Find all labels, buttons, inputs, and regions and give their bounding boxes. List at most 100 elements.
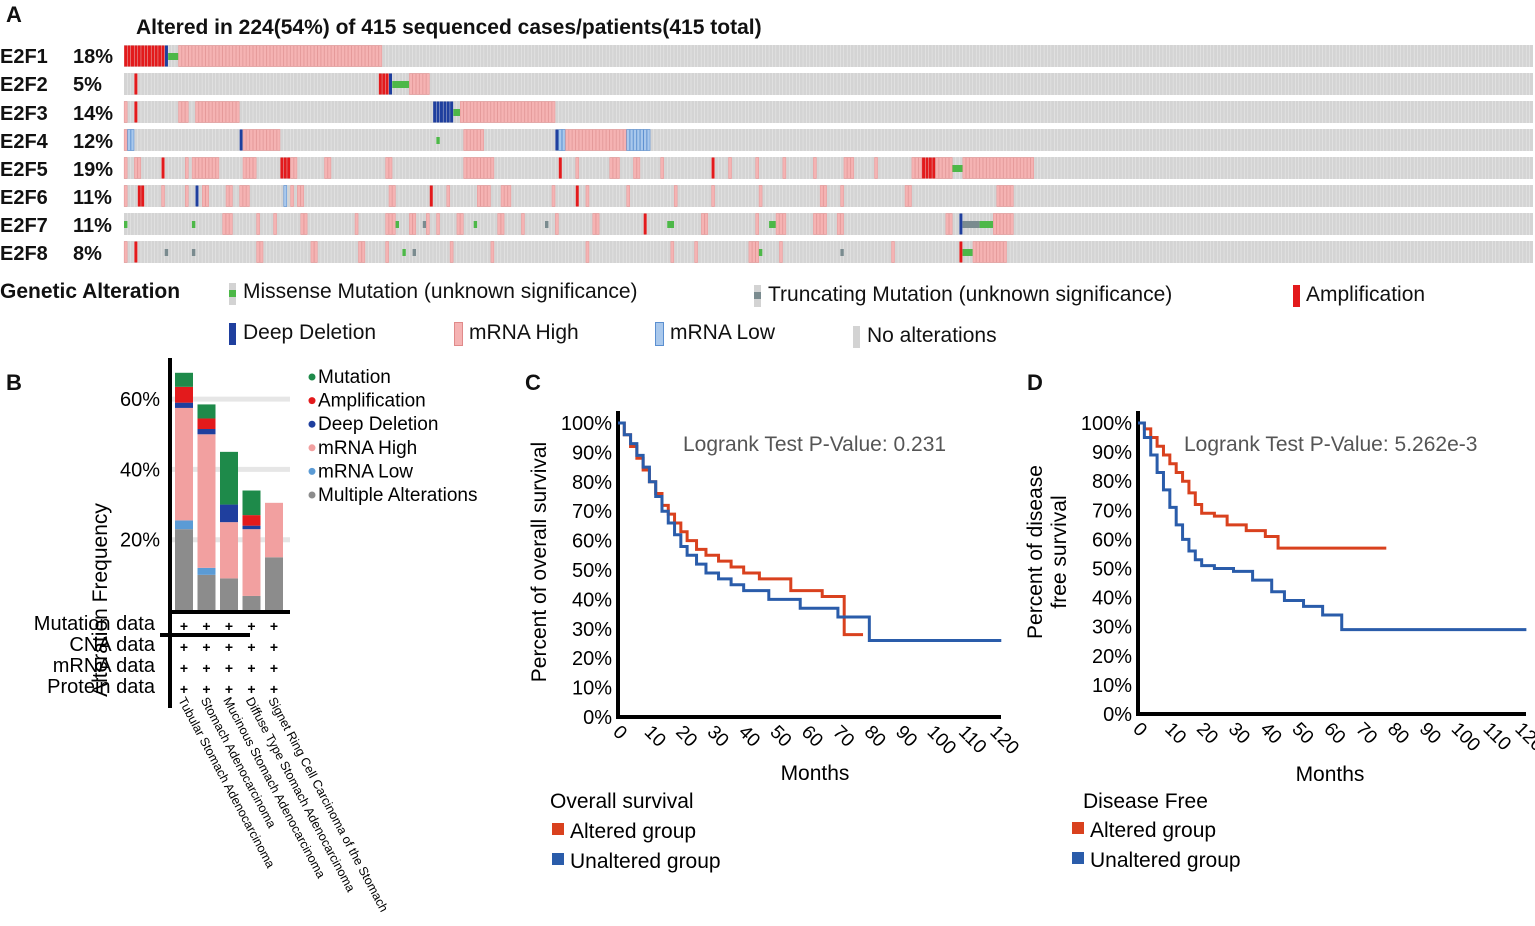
oncoprint-alteration-cells bbox=[626, 185, 630, 207]
chart-b-bar-segment bbox=[197, 429, 216, 435]
oncoprint-alteration-cells bbox=[242, 157, 257, 179]
oncoprint-alteration-cell bbox=[449, 241, 454, 263]
chart-b-data-row-mark: + bbox=[180, 618, 188, 634]
chart-d-legend-unaltered: Unaltered group bbox=[1090, 849, 1241, 872]
oncoprint-alteration-cell bbox=[755, 241, 759, 263]
oncoprint-alteration-cell bbox=[347, 45, 352, 67]
oncoprint-alteration-cell bbox=[948, 213, 953, 235]
oncoprint-alteration-cell bbox=[636, 129, 641, 151]
oncoprint-alteration-cell bbox=[595, 129, 600, 151]
chart-b-legend-label: mRNA High bbox=[318, 438, 417, 459]
oncoprint-mutation-cell bbox=[392, 81, 410, 88]
chart-b-legend-dot bbox=[308, 373, 316, 381]
oncoprint-alteration-cell bbox=[324, 157, 328, 179]
oncoprint-alteration-cell bbox=[144, 45, 148, 67]
oncoprint-alteration-cells bbox=[123, 185, 128, 207]
oncoprint-column-grid bbox=[127, 129, 1530, 151]
oncoprint-column-grid bbox=[127, 101, 1530, 123]
oncoprint-alteration-cell bbox=[392, 185, 396, 207]
oncoprint-alteration-cell bbox=[198, 45, 203, 67]
oncoprint-alteration-cells bbox=[813, 157, 817, 179]
oncoprint-alteration-cell bbox=[249, 129, 254, 151]
oncoprint-alteration-cells bbox=[904, 185, 912, 207]
oncoprint-alteration-cell bbox=[436, 213, 440, 235]
oncoprint-alteration-cell bbox=[229, 45, 233, 67]
oncoprint-alteration-cell bbox=[409, 73, 413, 95]
oncoprint-alteration-cell bbox=[976, 241, 980, 263]
oncoprint-alteration-cell bbox=[701, 213, 705, 235]
oncoprint-alteration-cell bbox=[911, 157, 916, 179]
oncoprint-alteration-cells bbox=[575, 185, 579, 207]
oncoprint-mutation-cell bbox=[395, 221, 400, 228]
oncoprint-alteration-cell bbox=[300, 213, 305, 235]
oncoprint-alteration-cell bbox=[704, 213, 709, 235]
oncoprint-alteration-cell bbox=[551, 101, 556, 123]
oncoprint-alteration-cell bbox=[290, 45, 294, 67]
oncoprint-alteration-cell bbox=[959, 241, 963, 263]
oncoprint-alteration-cell bbox=[775, 213, 780, 235]
oncoprint-alteration-cells bbox=[555, 213, 559, 235]
oncoprint-alteration-cell bbox=[480, 101, 484, 123]
oncoprint-alteration-cell bbox=[225, 101, 230, 123]
oncoprint-alteration-cells bbox=[134, 101, 138, 123]
oncoprint-mutation-cell bbox=[545, 221, 549, 228]
oncoprint-alteration-cell bbox=[246, 185, 250, 207]
oncoprint-alteration-cell bbox=[989, 241, 994, 263]
oncoprint-alteration-cell bbox=[999, 185, 1004, 207]
oncoprint-alteration-cells bbox=[137, 185, 145, 207]
panel-letter-a: A bbox=[6, 2, 22, 27]
oncoprint-alteration-cell bbox=[252, 129, 257, 151]
oncoprint-alteration-cells bbox=[673, 185, 678, 207]
oncoprint-alteration-cell bbox=[287, 157, 291, 179]
chart-d-ytick-label: 60% bbox=[1092, 529, 1132, 551]
oncoprint-alteration-cell bbox=[932, 157, 936, 179]
oncoprint-alteration-cells bbox=[592, 213, 600, 235]
gene-pct-e2f8: 8% bbox=[73, 243, 102, 265]
oncoprint-alteration-cells bbox=[195, 101, 240, 123]
chart-b-bar-segment bbox=[197, 418, 216, 430]
oncoprint-alteration-cell bbox=[572, 129, 576, 151]
oncoprint-alteration-cells bbox=[178, 45, 383, 67]
oncoprint-alteration-cells bbox=[490, 241, 495, 263]
oncoprint-alteration-cells bbox=[670, 241, 675, 263]
chart-d-ytick-label: 70% bbox=[1092, 500, 1132, 522]
oncoprint-alteration-cells bbox=[626, 129, 651, 151]
oncoprint-alteration-cell bbox=[222, 213, 226, 235]
oncoprint-alteration-cell bbox=[517, 101, 522, 123]
oncoprint-alteration-cell bbox=[290, 185, 294, 207]
oncoprint-alteration-cell bbox=[548, 101, 552, 123]
oncoprint-alteration-cells bbox=[476, 185, 491, 207]
oncoprint-alteration-cells bbox=[460, 101, 556, 123]
oncoprint-alteration-cell bbox=[293, 45, 298, 67]
oncoprint-alteration-cell bbox=[123, 101, 128, 123]
oncoprint-alteration-cell bbox=[263, 45, 267, 67]
oncoprint-alteration-cell bbox=[979, 157, 984, 179]
oncoprint-alteration-cell bbox=[823, 213, 827, 235]
oncoprint-alteration-cell bbox=[188, 45, 193, 67]
oncoprint-alteration-cell bbox=[368, 45, 372, 67]
oncoprint-alteration-cell bbox=[276, 45, 281, 67]
oncoprint-alteration-cell bbox=[134, 241, 138, 263]
oncoprint-alteration-cell bbox=[1010, 213, 1014, 235]
oncoprint-alteration-cell bbox=[575, 185, 579, 207]
oncoprint-alteration-cell bbox=[544, 101, 549, 123]
gene-pct-e2f1: 18% bbox=[73, 46, 114, 68]
oncoprint-alteration-cell bbox=[470, 129, 474, 151]
oncoprint-alteration-cells bbox=[843, 157, 855, 179]
oncoprint-alteration-cell bbox=[314, 45, 318, 67]
oncoprint-alteration-cell bbox=[507, 101, 512, 123]
chart-b-data-row-mark: + bbox=[225, 681, 233, 697]
oncoprint-alteration-cell bbox=[578, 129, 583, 151]
oncoprint-alteration-cell bbox=[185, 185, 189, 207]
oncoprint-alteration-cell bbox=[619, 129, 624, 151]
oncoprint-alteration-cells bbox=[779, 241, 783, 263]
oncoprint-alteration-cells bbox=[836, 213, 844, 235]
chart-b-bar-segment bbox=[242, 529, 261, 596]
oncoprint-alteration-cell bbox=[612, 129, 617, 151]
gene-label-e2f7: E2F7 bbox=[0, 215, 48, 237]
chart-c-curve-unaltered-group bbox=[618, 421, 1002, 643]
oncoprint-alteration-cells bbox=[201, 185, 209, 207]
chart-c-xtick-label: 40 bbox=[734, 722, 764, 752]
oncoprint-alteration-cells bbox=[558, 157, 562, 179]
oncoprint-alteration-cell bbox=[134, 101, 138, 123]
